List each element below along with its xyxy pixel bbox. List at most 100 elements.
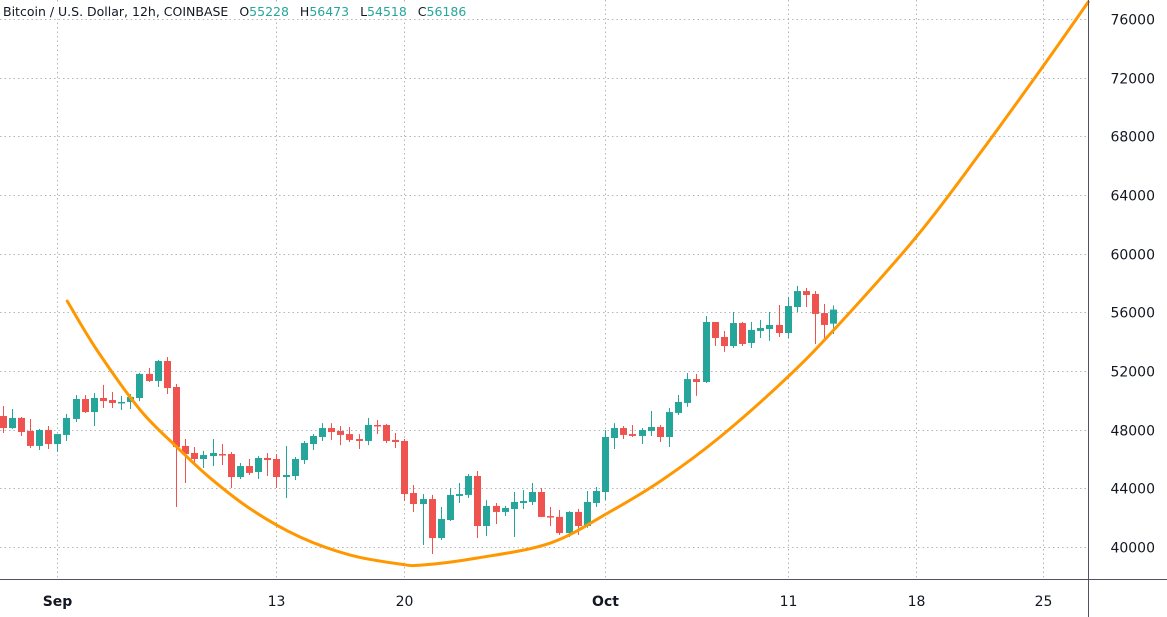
candlestick-series — [0, 285, 837, 555]
candle-body — [675, 401, 682, 413]
candle-body — [191, 452, 198, 459]
candle-body — [383, 424, 390, 441]
candle-up — [54, 434, 61, 452]
candle-up — [420, 494, 427, 545]
candle-down — [264, 452, 271, 477]
candle-down — [620, 425, 627, 440]
candle-body — [100, 397, 107, 402]
candle-down — [328, 423, 335, 440]
candle-up — [666, 407, 673, 447]
candle-down — [356, 434, 363, 450]
candle-body — [639, 429, 646, 436]
candle-up — [529, 483, 536, 506]
candle-body — [620, 428, 627, 435]
candle-down — [383, 423, 390, 444]
candle-down — [0, 406, 7, 434]
candle-up — [155, 359, 162, 387]
candle-up — [63, 413, 70, 441]
candle-up — [237, 462, 244, 479]
candle-body — [657, 427, 664, 437]
candle-down — [657, 424, 664, 442]
candle-up — [365, 417, 372, 446]
price-tick-label: 40000 — [1110, 541, 1155, 557]
candle-up — [794, 285, 801, 313]
candle-body — [566, 511, 573, 534]
candle-body — [812, 293, 819, 314]
symbol-title: Bitcoin / U.S. Dollar, 12h, COINBASE — [3, 4, 229, 19]
candle-body — [346, 434, 353, 440]
candle-body — [210, 452, 217, 457]
candle-down — [410, 484, 417, 512]
candle-body — [438, 518, 445, 539]
candle-up — [748, 322, 755, 348]
candle-up — [602, 429, 609, 501]
candle-body — [794, 291, 801, 308]
candle-up — [283, 445, 290, 499]
candle-down — [45, 425, 52, 450]
time-tick-label: Oct — [592, 594, 619, 610]
candle-up — [502, 505, 509, 517]
candle-body — [9, 417, 16, 429]
candle-body — [109, 400, 116, 403]
candle-body — [538, 491, 545, 517]
candle-body — [712, 322, 719, 338]
price-axis[interactable]: 40000 44000 48000 52000 56000 60000 64000 68000… — [1110, 13, 1155, 557]
price-tick-label: 52000 — [1110, 365, 1155, 381]
candle-up — [584, 490, 591, 528]
candle-body — [785, 306, 792, 334]
candle-body — [155, 361, 162, 381]
candle-body — [474, 476, 481, 527]
candle-up — [310, 434, 317, 451]
candle-body — [136, 373, 143, 398]
candle-down — [246, 458, 253, 475]
candle-down — [219, 444, 226, 466]
ohlc-low-value: 54518 — [367, 4, 407, 19]
candle-up — [255, 456, 262, 479]
candle-body — [319, 428, 326, 437]
candle-body — [593, 490, 600, 503]
candle-up — [210, 439, 217, 467]
candle-up — [36, 428, 43, 451]
candle-down — [538, 488, 545, 518]
candle-up — [319, 423, 326, 441]
candle-body — [219, 454, 226, 456]
candle-body — [36, 429, 43, 446]
candle-up — [684, 373, 691, 407]
candle-body — [703, 322, 710, 382]
candle-body — [73, 399, 80, 419]
candle-down — [146, 368, 153, 382]
candle-body — [45, 429, 52, 445]
candle-up — [438, 506, 445, 540]
candle-down — [392, 433, 399, 448]
candle-down — [18, 417, 25, 436]
price-tick-label: 44000 — [1110, 482, 1155, 498]
candle-down — [182, 439, 189, 484]
candle-body — [91, 397, 98, 413]
ohlc-close-key: C — [417, 4, 427, 19]
candle-body — [401, 440, 408, 495]
candle-down — [27, 418, 34, 448]
candle-up — [292, 456, 299, 480]
candle-body — [264, 457, 271, 461]
candle-body — [529, 491, 536, 502]
time-axis[interactable]: Sep 13 20 Oct 11 18 25 — [43, 594, 1053, 610]
candle-body — [429, 499, 436, 539]
ohlc-open-value: 55228 — [249, 4, 289, 19]
candle-down — [493, 502, 500, 524]
price-tick-label: 48000 — [1110, 424, 1155, 440]
candle-body — [182, 445, 189, 455]
ohlc-open-key: O — [239, 4, 250, 19]
candle-up — [118, 395, 125, 411]
candle-up — [73, 395, 80, 423]
candle-down — [273, 454, 280, 489]
candle-up — [511, 491, 518, 538]
candle-body — [301, 443, 308, 461]
candle-body — [365, 424, 372, 441]
time-tick-label: 25 — [1035, 594, 1053, 610]
candle-body — [748, 329, 755, 343]
candle-body — [255, 457, 262, 473]
candle-down — [337, 425, 344, 446]
price-tick-label: 56000 — [1110, 306, 1155, 322]
time-tick-label: 18 — [908, 594, 926, 610]
